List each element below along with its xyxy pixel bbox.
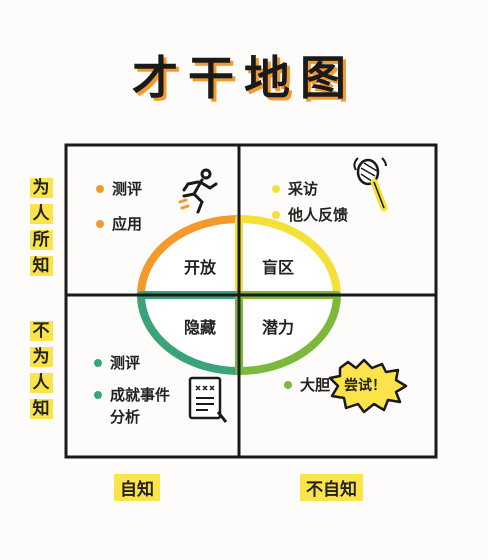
potential-item-bold: 大胆: [284, 374, 330, 395]
document-icon: [188, 376, 228, 423]
axis-known-to-others: 为 人 所 知: [26, 175, 56, 279]
hidden-item-achievement: 成就事件: [94, 384, 170, 405]
hidden-item-assessment: 测评: [94, 352, 140, 373]
running-person-icon: [178, 168, 218, 214]
potential-quarter-arc: [235, 291, 341, 375]
axis-known-to-self: 自知: [114, 474, 160, 501]
teal-bullet-icon: [94, 390, 102, 399]
orange-bullet-icon: [96, 184, 104, 193]
grid-frame: [64, 143, 438, 459]
hidden-item-analysis: 分析: [110, 408, 141, 426]
yellow-bullet-icon: [272, 210, 280, 219]
burst-badge-icon: [328, 358, 408, 414]
open-quadrant-label: 开放: [183, 258, 216, 277]
blind-quarter-arc: [235, 215, 341, 299]
axis-unknown-to-others: 不 为 人 知: [26, 318, 56, 422]
hidden-quarter-arc: [137, 291, 243, 375]
hidden-quadrant-label: 隐藏: [183, 318, 216, 337]
page-title: 才干地图: [132, 51, 356, 105]
blind-quadrant-label: 盲区: [261, 258, 294, 277]
potential-quadrant-label: 潜力: [261, 318, 294, 337]
teal-bullet-icon: [94, 358, 102, 367]
open-quarter-arc: [137, 215, 243, 299]
green-bullet-icon: [284, 380, 292, 389]
open-item-application: 应用: [96, 213, 142, 234]
microphone-icon: [353, 157, 388, 212]
blind-item-feedback: 他人反馈: [272, 204, 348, 225]
orange-bullet-icon: [96, 219, 104, 228]
open-item-assessment: 测评: [96, 178, 142, 199]
yellow-bullet-icon: [272, 184, 280, 193]
blind-item-interview: 采访: [272, 178, 318, 199]
axis-unknown-to-self: 不自知: [300, 474, 363, 501]
try-badge-label: 尝试！: [344, 378, 386, 394]
